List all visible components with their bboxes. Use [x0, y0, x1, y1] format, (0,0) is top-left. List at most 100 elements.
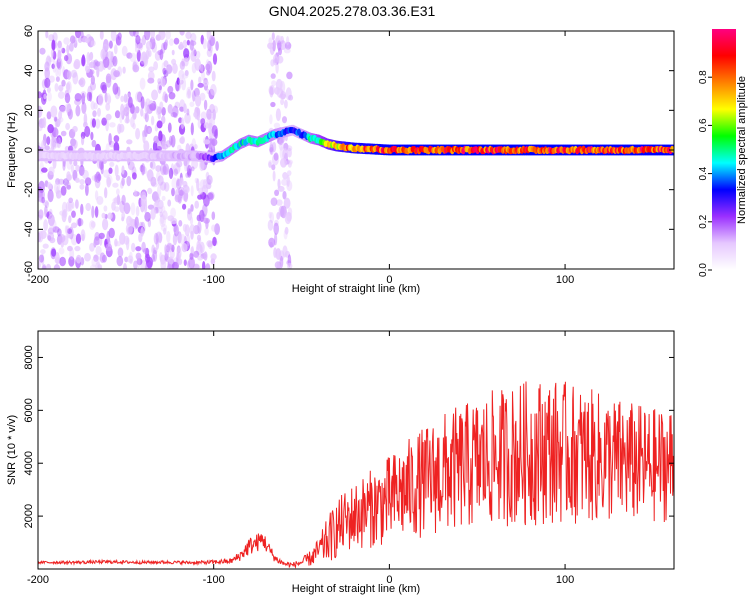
spectrogram-noise-cell [171, 49, 175, 56]
spectrogram-noise-cell [200, 111, 207, 121]
spectrogram-noise-cell [166, 230, 171, 243]
spectrogram-noise-cell [202, 80, 209, 87]
snr-x-ticks: -200 -100 0 100 [27, 331, 574, 586]
spectrogram-noise-cell [270, 73, 276, 79]
spectrogram-noise-cell [38, 261, 41, 269]
spectrogram-noise-cell [44, 77, 51, 88]
spectrogram-noise-cell [147, 187, 153, 195]
spectrogram-noise-cell [90, 40, 96, 47]
spectrogram-noise-cell [139, 60, 145, 67]
spectrogram-noise-cell [203, 122, 210, 129]
spectrogram-noise-cell [57, 40, 62, 49]
spectrogram-noise-cell [79, 77, 86, 88]
spectrogram-noise-cell [157, 81, 162, 94]
spectrogram-noise-cell [57, 50, 62, 60]
spectrogram-noise-cell [69, 42, 74, 52]
spectrogram-noise-cell [211, 138, 218, 146]
spectrogram-noise-cell [86, 91, 92, 102]
spectrogram-noise-cell [47, 182, 52, 189]
spectrogram-noise-cell [130, 116, 135, 128]
spectrogram-noise-cell [168, 256, 174, 265]
spectrogram-noise-cell [166, 242, 173, 250]
spectrogram-noise-cell [189, 216, 194, 225]
spectrogram-noise-cell [200, 34, 204, 45]
spectrogram-noise-cell [112, 82, 119, 95]
spectrogram-noise-cell [135, 252, 142, 260]
spectrogram-noise-cell [192, 90, 196, 102]
spectrogram-noise-cell [103, 169, 110, 178]
spectrogram-noise-cell [58, 247, 65, 255]
spectrogram-x-tick-label: -100 [203, 274, 225, 286]
spectrogram-noise-cell [61, 79, 66, 87]
spectrogram-noise-cell [124, 117, 130, 124]
spectrogram-noise-cell [127, 255, 134, 263]
snr-y-tick-label: 4000 [23, 451, 35, 475]
spectrogram-noise-cell [48, 34, 55, 42]
spectrogram-y-tick-label: 60 [23, 25, 35, 37]
spectrogram-noise-cell [150, 161, 156, 170]
spectrogram-noise-cell [172, 105, 179, 118]
spectrogram-noise-cell [269, 86, 274, 98]
spectrogram-noise-cell [189, 224, 196, 236]
spectrogram-noise-cell [179, 106, 185, 112]
spectrogram-noise-cell [203, 139, 211, 145]
spectrogram-noise-cell [186, 86, 192, 96]
spectrogram-noise-cell [194, 58, 201, 71]
spectrogram-noise-cell [155, 231, 163, 243]
spectrogram-noise-cell [48, 214, 55, 227]
spectrogram-noise-cell [286, 170, 292, 177]
spectrogram-noise-cell [75, 31, 81, 39]
spectrogram-noise-cell [56, 137, 62, 149]
spectrogram-noise-cell [282, 172, 288, 180]
spectrogram-noise-cell [157, 199, 164, 210]
spectrogram-noise-cell [274, 232, 278, 246]
spectrogram-noise-cell [275, 78, 283, 91]
spectrogram-noise-cell [206, 240, 213, 248]
spectrogram-noise-cell [47, 124, 54, 134]
spectrogram-noise-cell [127, 226, 133, 235]
spectrogram-noise-cell [129, 52, 137, 63]
snr-y-tick-label: 2000 [23, 504, 35, 528]
spectrogram-x-label: Height of straight line (km) [292, 283, 420, 295]
spectrogram-noise-cell [102, 56, 110, 68]
spectrogram-noise-cell [202, 203, 208, 217]
spectrogram-noise-cell [178, 79, 184, 85]
spectrogram-noise-cell [54, 137, 60, 144]
spectrogram-noise-cell [52, 60, 57, 73]
spectrogram-noise-cell [197, 82, 204, 88]
spectrogram-noise-cell [46, 136, 51, 146]
spectrogram-noise-cell [286, 36, 290, 46]
colorbar-tick-label: 0.4 [698, 166, 709, 180]
spectrogram-noise-cell [99, 252, 106, 263]
spectrogram-noise-cell [212, 109, 216, 121]
spectrogram-noise-cell [207, 193, 214, 201]
spectrogram-noise-cell [68, 215, 72, 224]
spectrogram-noise-cell [170, 207, 177, 218]
spectrogram-noise-cell [83, 113, 88, 126]
spectrogram-noise-cell [47, 189, 54, 203]
spectrogram-noise-cell [164, 39, 169, 47]
spectrogram-noise-cell [155, 206, 160, 214]
spectrogram-noise-cell [113, 70, 120, 78]
spectrogram-noise-cell [38, 254, 45, 263]
spectrogram-noise-cell [115, 174, 121, 181]
spectrogram-noise-cell [284, 226, 289, 235]
spectrogram-noise-cell [90, 81, 96, 91]
spectrogram-noise-cell [121, 165, 125, 175]
spectrogram-noise-cell [197, 194, 203, 200]
spectrogram-noise-cell [52, 140, 57, 150]
spectrogram-x-tick-label: 0 [386, 274, 392, 286]
spectrogram-y-label: Frequency (Hz) [6, 112, 18, 188]
spectrogram-noise-cell [64, 225, 68, 234]
spectrogram-noise-cell [161, 62, 166, 72]
spectrogram-noise-cell [160, 214, 165, 225]
spectrogram-noise-cell [270, 197, 278, 206]
spectrogram-noise-cell [42, 264, 47, 269]
spectrogram-noise-cell [206, 48, 213, 58]
spectrogram-noise-cell [159, 163, 167, 176]
spectrogram-noise-cell [66, 70, 72, 80]
spectrogram-noise-cell [95, 171, 101, 184]
spectrogram-noise-cell [93, 239, 97, 248]
spectrogram-noise-cell [167, 85, 174, 94]
spectrogram-noise-cell [79, 179, 85, 185]
